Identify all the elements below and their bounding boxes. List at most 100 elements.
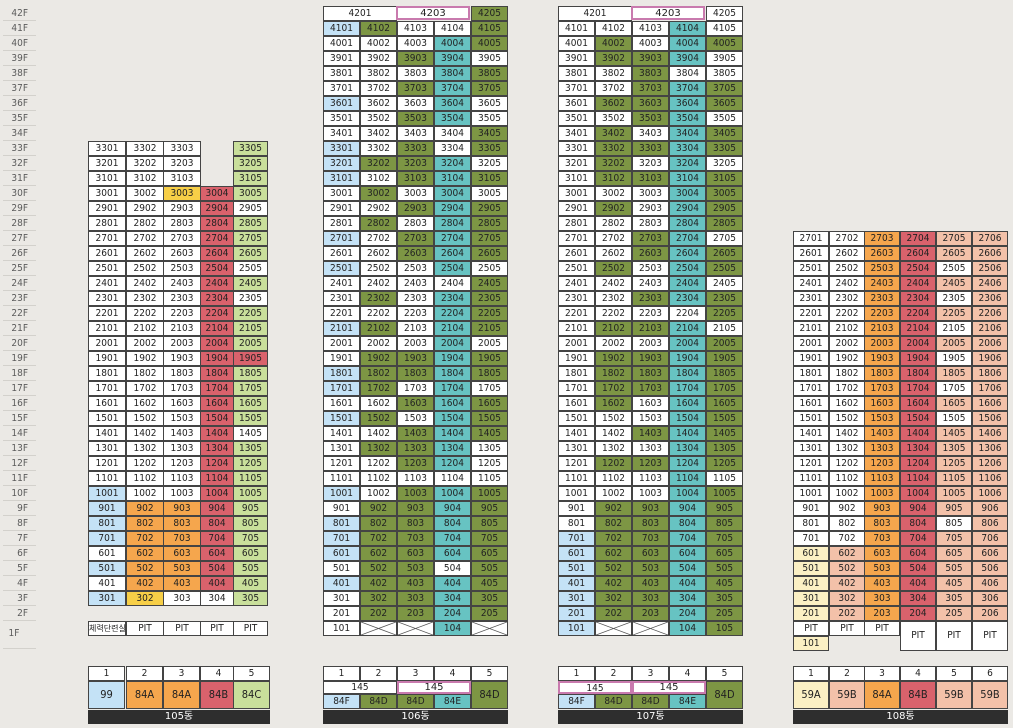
- unit-cell: 2402: [829, 276, 865, 291]
- unit-cell: 1004: [900, 486, 936, 501]
- unit-cell: 704: [900, 531, 936, 546]
- unit-cell: 4104: [434, 21, 471, 36]
- unit-cell: 3905: [706, 51, 743, 66]
- unit-cell: 602: [126, 546, 164, 561]
- unit-cell: 1504: [200, 411, 234, 426]
- floor-line: [3, 125, 36, 126]
- unit-cell: 2202: [595, 306, 632, 321]
- unit-cell: 1502: [126, 411, 164, 426]
- unit-cell: 2804: [200, 216, 234, 231]
- unit-cell: 803: [163, 516, 201, 531]
- unit-cell: 2601: [558, 246, 595, 261]
- unit-cell: 403: [397, 576, 434, 591]
- unit-cell: 2105: [706, 321, 743, 336]
- unit-cell: 2204: [200, 306, 234, 321]
- floor-line: [3, 380, 36, 381]
- unit-cell: 2003: [397, 336, 434, 351]
- floor-line: [3, 605, 36, 606]
- unit-cell: 2901: [323, 201, 360, 216]
- unit-cell: 2901: [558, 201, 595, 216]
- unit-cell: 901: [793, 501, 829, 516]
- unit-cell: 304: [669, 591, 706, 606]
- unit-cell: 2702: [360, 231, 397, 246]
- unit-cell: 1605: [706, 396, 743, 411]
- unit-cell: 3801: [323, 66, 360, 81]
- unit-cell: 902: [126, 501, 164, 516]
- unit-cell: 2203: [397, 306, 434, 321]
- unit-cell: 2505: [706, 261, 743, 276]
- unit-cell: 1804: [900, 366, 936, 381]
- unit-cell: 804: [900, 516, 936, 531]
- unit-cell: 1904: [900, 351, 936, 366]
- legend-number: 1: [793, 666, 829, 681]
- unit-cell: 2606: [972, 246, 1008, 261]
- unit-cell: 2104: [669, 321, 706, 336]
- unit-cell: 1503: [397, 411, 434, 426]
- unit-cell: 2404: [900, 276, 936, 291]
- unit-cell: 4004: [434, 36, 471, 51]
- unit-cell: 3001: [88, 186, 126, 201]
- unit-cell: 3604: [669, 96, 706, 111]
- unit-cell: 2302: [595, 291, 632, 306]
- unit-cell: 2801: [323, 216, 360, 231]
- unit-cell: 1701: [88, 381, 126, 396]
- unit-cell: 1602: [126, 396, 164, 411]
- legend-unit-type: 84D: [360, 694, 397, 709]
- unit-cell: 2304: [669, 291, 706, 306]
- unit-cell: 205: [936, 606, 972, 621]
- unit-cell: 2703: [864, 231, 900, 246]
- legend-merged-unit: 145: [558, 681, 632, 694]
- unit-cell: 2502: [829, 261, 865, 276]
- unit-cell: 4103: [632, 21, 669, 36]
- unit-cell: 3603: [632, 96, 669, 111]
- unit-cell: 802: [829, 516, 865, 531]
- unit-cell: 3305: [471, 141, 508, 156]
- unit-cell: 4003: [632, 36, 669, 51]
- unit-cell: 3502: [360, 111, 397, 126]
- unit-cell: 2704: [669, 231, 706, 246]
- unit-cell: 603: [632, 546, 669, 561]
- unit-cell: 2805: [233, 216, 268, 231]
- unit-cell: 1903: [163, 351, 201, 366]
- legend-number: 1: [558, 666, 595, 681]
- unit-cell: 3701: [323, 81, 360, 96]
- unit-cell: 4001: [558, 36, 595, 51]
- unit-cell: 3605: [706, 96, 743, 111]
- unit-cell: 3301: [88, 141, 126, 156]
- unit-cell: 4101: [558, 21, 595, 36]
- unit-cell: 805: [706, 516, 743, 531]
- unit-cell: 506: [972, 561, 1008, 576]
- unit-cell: 2601: [793, 246, 829, 261]
- empty-cell: [471, 621, 508, 636]
- unit-cell: 1301: [323, 441, 360, 456]
- unit-cell: 2905: [471, 201, 508, 216]
- unit-cell: 3304: [434, 141, 471, 156]
- unit-cell: 3302: [126, 141, 164, 156]
- unit-cell: 3801: [558, 66, 595, 81]
- unit-cell: 2101: [88, 321, 126, 336]
- unit-cell: 1102: [829, 471, 865, 486]
- unit-cell: 1104: [200, 471, 234, 486]
- unit-cell: 502: [126, 561, 164, 576]
- unit-cell: 302: [126, 591, 164, 606]
- unit-cell: 1201: [323, 456, 360, 471]
- unit-cell: 904: [434, 501, 471, 516]
- unit-cell: 1804: [200, 366, 234, 381]
- unit-cell: 2202: [360, 306, 397, 321]
- floor-line: [3, 110, 36, 111]
- unit-cell: 3901: [558, 51, 595, 66]
- unit-cell: 2303: [397, 291, 434, 306]
- unit-cell: 401: [323, 576, 360, 591]
- unit-cell: 1001: [323, 486, 360, 501]
- unit-cell: 1801: [88, 366, 126, 381]
- unit-cell: 303: [864, 591, 900, 606]
- unit-cell: 505: [706, 561, 743, 576]
- unit-cell: 2704: [200, 231, 234, 246]
- unit-cell: 2501: [88, 261, 126, 276]
- legend-number: 5: [706, 666, 743, 681]
- unit-cell: 2304: [200, 291, 234, 306]
- unit-cell: 3405: [706, 126, 743, 141]
- unit-cell: 3001: [323, 186, 360, 201]
- unit-cell: 802: [126, 516, 164, 531]
- pit-cell: PIT: [864, 621, 900, 636]
